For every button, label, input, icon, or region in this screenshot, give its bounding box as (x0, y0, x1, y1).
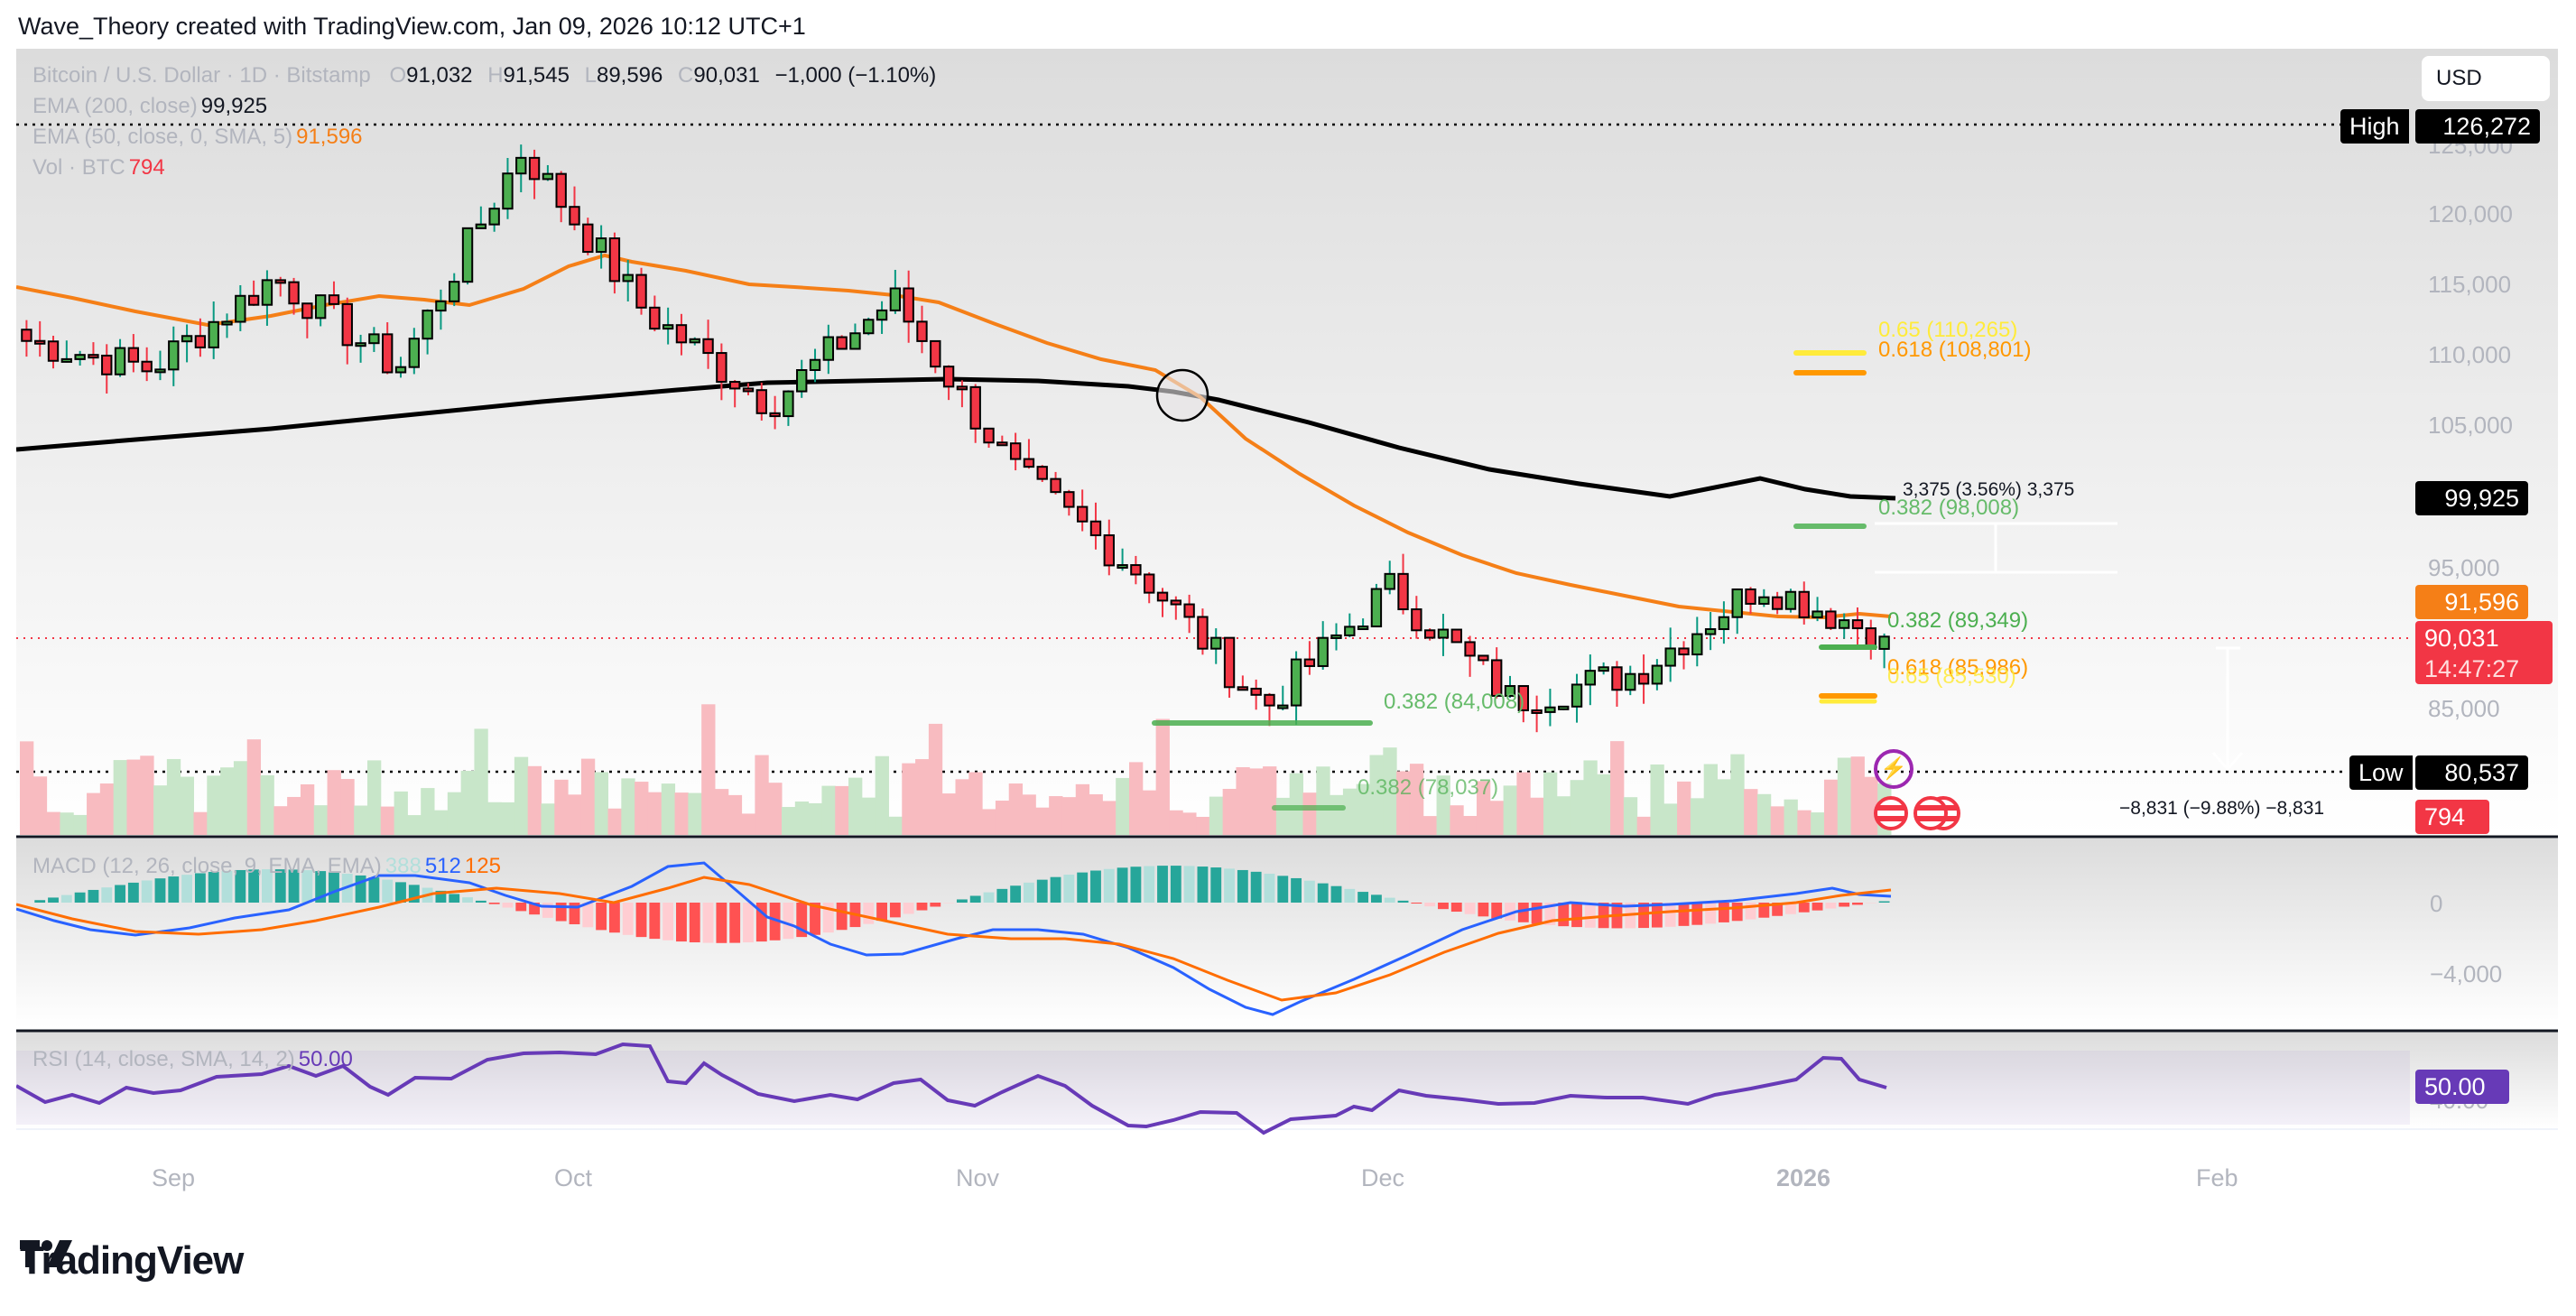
open-value: 91,032 (406, 63, 473, 88)
macd-line (16, 861, 1892, 1016)
price-tick: 110,000 (2428, 341, 2512, 368)
macd-label: MACD (12, 26, close, 9, EMA, EMA) (32, 854, 382, 878)
rsi-line (16, 1042, 1887, 1135)
chart-canvas[interactable] (16, 49, 2558, 1209)
volume-label: Vol · BTC (32, 155, 125, 180)
price-tick: 120,000 (2428, 200, 2513, 227)
rsi-label: RSI (14, close, SMA, 14, 2) (32, 1047, 295, 1071)
close-label: C (678, 63, 694, 88)
high-value: 91,545 (503, 63, 570, 88)
macd-legend[interactable]: MACD (12, 26, close, 9, EMA, EMA) 388 512 1… (32, 854, 501, 879)
fib-label: 0.382 (98,008) (1878, 496, 2020, 520)
low-label: L (584, 63, 597, 88)
price-tick: 85,000 (2428, 695, 2500, 722)
ema200-price-tag: 99,925 (2415, 481, 2528, 515)
ema200-label: EMA (200, close) (32, 94, 198, 118)
measure-label: 3,375 (3.56%) 3,375 (1903, 479, 2075, 500)
time-tick: 2026 (1776, 1164, 1831, 1191)
macd-hist-value: 388 (385, 854, 422, 878)
open-label: O (389, 63, 407, 88)
time-tick: Oct (554, 1164, 593, 1191)
time-tick: Dec (1361, 1164, 1405, 1191)
ema200-legend[interactable]: EMA (200, close) 99,925 (32, 94, 267, 119)
macd-tick: −4,000 (2430, 960, 2503, 987)
macd-signal-value: 125 (464, 854, 501, 878)
rsi-tag: 50.00 (2415, 1070, 2509, 1104)
fib-label: 0.618 (85,986) (1887, 655, 2029, 680)
time-tick: Feb (2196, 1164, 2238, 1191)
change-value: −1,000 (−1.10%) (774, 63, 937, 88)
macd-pane (16, 839, 2558, 1028)
fib-label: 0.382 (89,349) (1887, 608, 2029, 633)
high-value-tag: 126,272 (2415, 109, 2540, 144)
volume-tag: 794 (2415, 800, 2489, 834)
high-label-tag: High (2340, 109, 2409, 144)
volume-value: 794 (128, 155, 165, 180)
price-pane (16, 49, 2558, 836)
rsi-pane (16, 1032, 2558, 1129)
candlestick-series (21, 144, 1890, 733)
tradingview-logo-icon (20, 1240, 72, 1267)
chart-credit: Wave_Theory created with TradingView.com… (18, 13, 806, 40)
price-tick: 95,000 (2428, 554, 2500, 581)
low-value: 89,596 (596, 63, 663, 88)
ema50-value: 91,596 (296, 125, 363, 149)
ema50-price-tag: 91,596 (2415, 585, 2528, 619)
last-price-tag: 90,031 14:47:27 (2415, 621, 2553, 684)
tradingview-logo[interactable]: TradingView (20, 1238, 244, 1284)
ema50-line (16, 253, 1892, 620)
low-label-tag: Low (2349, 755, 2413, 790)
fib-label: 0.618 (108,801) (1878, 338, 2032, 362)
price-tick: 105,000 (2428, 412, 2513, 439)
lightning-event-icon[interactable]: ⚡ (1874, 749, 1913, 789)
last-price-value: 90,031 (2424, 625, 2499, 652)
us-flag-event-icon[interactable] (1874, 796, 1908, 830)
chart-area[interactable]: Bitcoin / U.S. Dollar · 1D · Bitstamp O9… (16, 49, 2558, 1209)
rsi-value: 50.00 (298, 1047, 353, 1071)
price-tick: 115,000 (2428, 271, 2512, 298)
time-tick: Nov (956, 1164, 1000, 1191)
fib-label: 0.382 (78,037) (1357, 775, 1499, 800)
currency-button[interactable]: USD (2422, 56, 2550, 101)
close-value: 90,031 (693, 63, 760, 88)
bar-countdown: 14:47:27 (2424, 655, 2520, 682)
volume-area (20, 704, 1892, 835)
macd-signal-line (16, 876, 1892, 1002)
time-tick: Sep (152, 1164, 196, 1191)
us-flag-event-icon[interactable] (1913, 796, 1948, 830)
volume-legend[interactable]: Vol · BTC 794 (32, 155, 165, 181)
macd-tick: 0 (2430, 890, 2443, 917)
cross-marker[interactable] (1155, 368, 1209, 422)
measure-label: −8,831 (−9.88%) −8,831 (2119, 798, 2325, 819)
symbol-label: Bitcoin / U.S. Dollar · 1D · Bitstamp (32, 63, 371, 88)
ema50-legend[interactable]: EMA (50, close, 0, SMA, 5) 91,596 (32, 125, 363, 150)
ema50-label: EMA (50, close, 0, SMA, 5) (32, 125, 293, 149)
ema200-line (16, 376, 1896, 501)
fib-label: 0.65 (85,530) (1887, 664, 2016, 689)
fib-label: 0.65 (110,265) (1878, 318, 2018, 342)
rsi-legend[interactable]: RSI (14, close, SMA, 14, 2) 50.00 (32, 1047, 353, 1072)
main-legend[interactable]: Bitcoin / U.S. Dollar · 1D · Bitstamp O9… (32, 63, 936, 88)
macd-line-value: 512 (424, 854, 461, 878)
fib-label: 0.382 (84,008) (1384, 690, 1525, 714)
ema200-value: 99,925 (200, 94, 268, 118)
low-value-tag: 80,537 (2415, 755, 2528, 790)
high-label: H (487, 63, 504, 88)
